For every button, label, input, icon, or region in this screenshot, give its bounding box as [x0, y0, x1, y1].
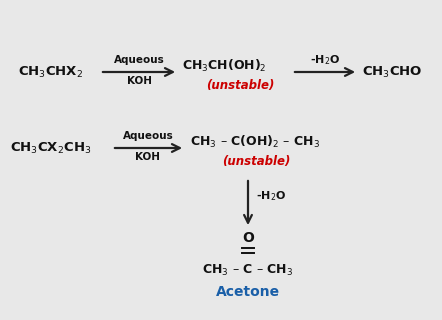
Text: Aqueous: Aqueous — [114, 55, 164, 65]
Text: (unstable): (unstable) — [206, 78, 274, 92]
Text: -H$_2$O: -H$_2$O — [310, 53, 340, 67]
Text: CH$_3$ – C – CH$_3$: CH$_3$ – C – CH$_3$ — [202, 262, 293, 277]
Text: (unstable): (unstable) — [222, 155, 290, 167]
Text: O: O — [242, 231, 254, 245]
Text: CH$_3$CHO: CH$_3$CHO — [362, 64, 423, 80]
Text: KOH: KOH — [126, 76, 152, 86]
Text: Aqueous: Aqueous — [122, 131, 173, 141]
Text: CH$_3$ – C(OH)$_2$ – CH$_3$: CH$_3$ – C(OH)$_2$ – CH$_3$ — [190, 134, 320, 150]
Text: Acetone: Acetone — [216, 285, 280, 299]
Text: -H$_2$O: -H$_2$O — [256, 189, 286, 203]
Text: CH$_3$CH(OH)$_2$: CH$_3$CH(OH)$_2$ — [182, 58, 267, 74]
Text: CH$_3$CX$_2$CH$_3$: CH$_3$CX$_2$CH$_3$ — [10, 140, 91, 156]
Text: KOH: KOH — [136, 152, 160, 162]
Text: CH$_3$CHX$_2$: CH$_3$CHX$_2$ — [18, 64, 83, 80]
